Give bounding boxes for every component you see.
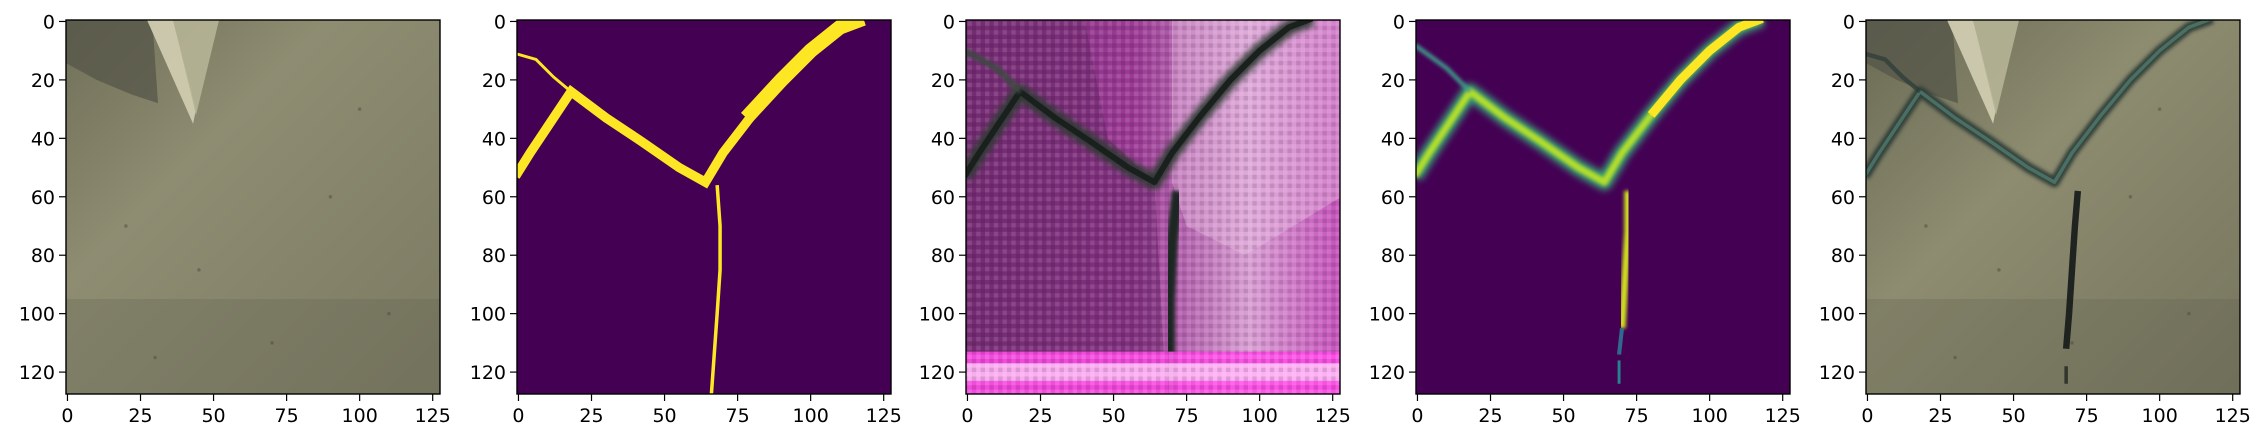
x-tick-label: 0 <box>1861 405 1873 427</box>
y-tick-label: 60 <box>1831 187 1855 209</box>
y-tick-label: 40 <box>1381 128 1405 150</box>
x-tick-label: 100 <box>1692 405 1728 427</box>
x-tick-label: 0 <box>961 405 973 427</box>
y-tick-label: 60 <box>931 187 955 209</box>
y-tick-label: 20 <box>1381 70 1405 92</box>
panel-crack-mask: 0 25 50 75 100 125 0 20 40 60 80 100 120 <box>470 11 902 427</box>
axes-frame <box>1415 19 1791 395</box>
x-tick-label: 75 <box>275 405 299 427</box>
y-tick-label: 60 <box>31 187 55 209</box>
panel-composite-photo: 0 25 50 75 100 125 0 20 40 60 80 100 120 <box>1819 11 2251 427</box>
y-tick-label: 100 <box>919 304 955 326</box>
x-tick-label: 50 <box>1551 405 1575 427</box>
y-tick-label: 0 <box>943 11 955 33</box>
x-tick-label: 125 <box>1765 405 1801 427</box>
y-tick-label: 60 <box>1381 187 1405 209</box>
axes-frame <box>65 19 441 395</box>
y-tick-label: 40 <box>1831 128 1855 150</box>
x-tick-label: 25 <box>1028 405 1052 427</box>
y-tick-label: 80 <box>31 245 55 267</box>
x-tick-label: 0 <box>1411 405 1423 427</box>
x-tick-label: 125 <box>1315 405 1351 427</box>
x-tick-label: 100 <box>2142 405 2178 427</box>
y-tick-label: 40 <box>482 128 506 150</box>
y-tick-label: 20 <box>931 70 955 92</box>
panel-generated-texture: 0 25 50 75 100 125 0 20 40 60 80 100 120 <box>919 11 1351 427</box>
x-tick-label: 75 <box>1175 405 1199 427</box>
y-tick-label: 20 <box>1831 70 1855 92</box>
x-tick-label: 75 <box>1625 405 1649 427</box>
x-tick-label: 100 <box>1242 405 1278 427</box>
panel-predicted-heatmap: 0 25 50 75 100 125 0 20 40 60 80 100 120 <box>1369 11 1801 427</box>
y-tick-label: 20 <box>482 70 506 92</box>
y-tick-label: 0 <box>43 11 55 33</box>
y-tick-label: 80 <box>1831 245 1855 267</box>
y-tick-label: 0 <box>1393 11 1405 33</box>
x-tick-label: 25 <box>128 405 152 427</box>
y-tick-label: 0 <box>494 11 506 33</box>
x-tick-label: 125 <box>2215 405 2251 427</box>
x-tick-label: 50 <box>2001 405 2025 427</box>
y-tick-label: 120 <box>470 362 506 384</box>
x-tick-label: 50 <box>1101 405 1125 427</box>
y-tick-label: 120 <box>1819 362 1855 384</box>
x-tick-label: 25 <box>579 405 603 427</box>
x-tick-label: 75 <box>2075 405 2099 427</box>
y-tick-label: 120 <box>19 362 55 384</box>
x-tick-label: 125 <box>866 405 902 427</box>
panel-input-photo: 0 25 50 75 100 125 0 20 40 60 80 100 120 <box>19 11 451 427</box>
x-tick-label: 0 <box>512 405 524 427</box>
y-tick-label: 80 <box>482 245 506 267</box>
axes-frame <box>965 19 1341 395</box>
axes-frame <box>516 19 892 395</box>
y-tick-label: 80 <box>1381 245 1405 267</box>
x-tick-label: 50 <box>201 405 225 427</box>
y-tick-label: 40 <box>931 128 955 150</box>
x-tick-label: 100 <box>793 405 829 427</box>
y-tick-label: 80 <box>931 245 955 267</box>
y-tick-label: 0 <box>1843 11 1855 33</box>
y-tick-label: 20 <box>31 70 55 92</box>
x-tick-label: 100 <box>342 405 378 427</box>
x-tick-label: 125 <box>415 405 451 427</box>
x-tick-label: 25 <box>1478 405 1502 427</box>
x-tick-label: 0 <box>61 405 73 427</box>
axes-frame <box>1865 19 2241 395</box>
y-tick-label: 100 <box>1369 304 1405 326</box>
y-tick-label: 100 <box>1819 304 1855 326</box>
x-tick-label: 75 <box>726 405 750 427</box>
y-tick-label: 100 <box>470 304 506 326</box>
y-tick-label: 60 <box>482 187 506 209</box>
y-tick-label: 120 <box>919 362 955 384</box>
y-tick-label: 100 <box>19 304 55 326</box>
y-tick-label: 120 <box>1369 362 1405 384</box>
x-tick-label: 50 <box>652 405 676 427</box>
y-tick-label: 40 <box>31 128 55 150</box>
x-tick-label: 25 <box>1928 405 1952 427</box>
